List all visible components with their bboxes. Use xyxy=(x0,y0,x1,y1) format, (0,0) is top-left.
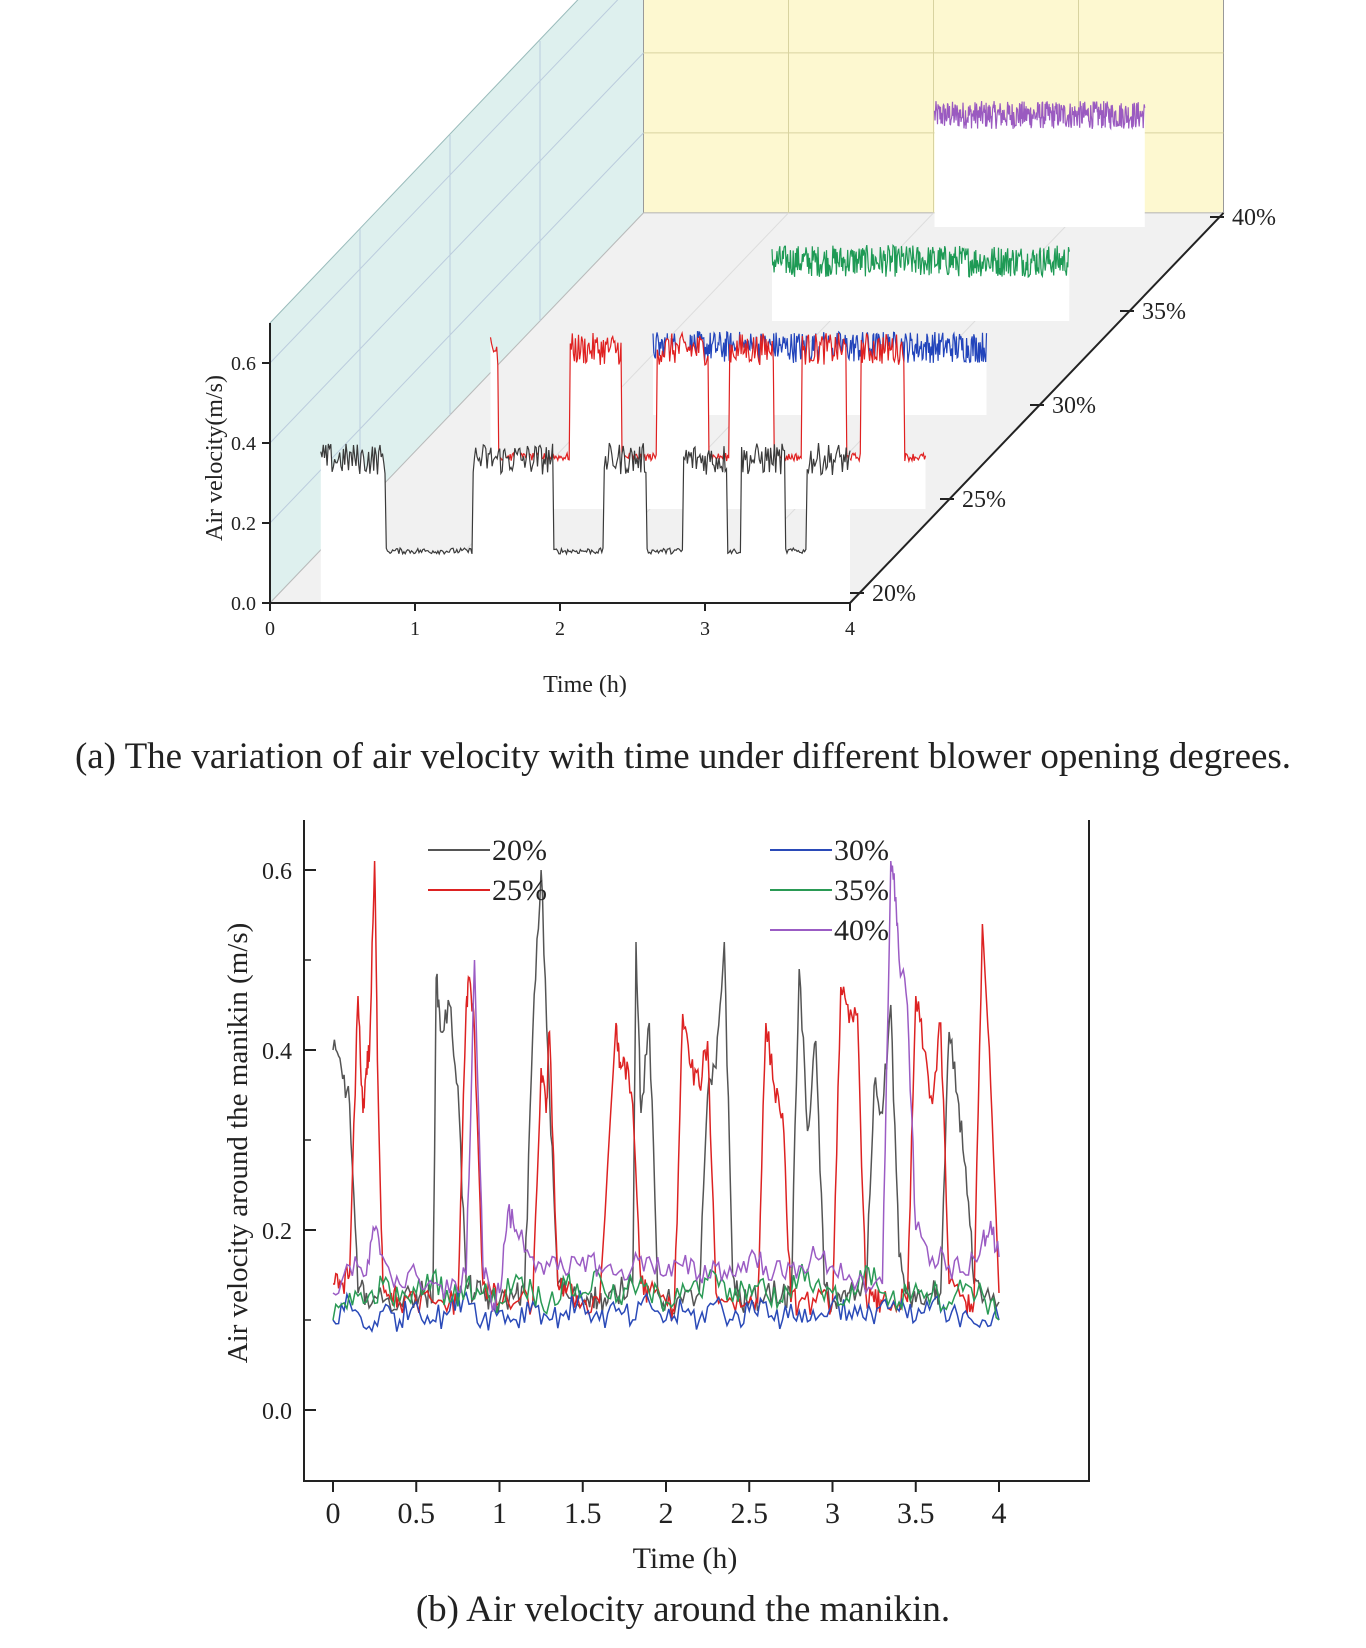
x-tick-label: 0 xyxy=(326,1497,341,1530)
chart-b-legend: 20% 25% 30% 35% 40% xyxy=(428,834,889,947)
side-grid-line xyxy=(269,52,644,444)
x-tick-label: 2 xyxy=(659,1497,674,1530)
y-tick-label: 0.4 xyxy=(231,433,256,455)
x-tick-label: 0.5 xyxy=(398,1497,436,1530)
x-tick-label: 1.5 xyxy=(564,1497,602,1530)
x-tick-label: 2 xyxy=(555,618,565,640)
x-tick-label: 4 xyxy=(992,1497,1007,1530)
chart-a-series xyxy=(320,101,1146,603)
z-tick-label: 20% xyxy=(872,581,916,607)
series-curtain-40% xyxy=(934,101,1145,227)
y-tick-label: 0.4 xyxy=(262,1039,292,1065)
series-line-35% xyxy=(332,1263,1000,1321)
series-line-40% xyxy=(332,860,1000,1312)
series-line-35% xyxy=(771,244,1070,279)
z-tick-label: 25% xyxy=(962,487,1006,513)
chart-b-ylabel: Air velocity around the manikin (m/s) xyxy=(222,923,254,1364)
series-curtain-35% xyxy=(772,245,1070,321)
z-tick-label: 40% xyxy=(1232,205,1276,231)
x-tick-label: 0 xyxy=(265,618,275,640)
z-tick-label: 35% xyxy=(1142,299,1186,325)
y-tick-label: 0.2 xyxy=(231,513,256,535)
x-tick-label: 3 xyxy=(825,1497,840,1530)
x-tick-label: 1 xyxy=(492,1497,507,1530)
chart-b-2d: 0 0.5 1 1.5 2 2.5 3 3.5 4 0.0 0.2 0.4 0.6 20% 25% 30% 3… xyxy=(222,820,1090,1575)
x-tick-label: 4 xyxy=(845,618,855,640)
chart-a-xlabel: Time (h) xyxy=(543,672,627,698)
chart-b-plot-frame xyxy=(303,820,1090,1482)
series-line-25% xyxy=(489,330,927,464)
chart-a-axes: 0 1 2 3 4 0.0 0.2 0.4 0.6 20% 25% 30% 35% 40% xyxy=(231,205,1276,640)
chart-b-xlabel: Time (h) xyxy=(633,1542,738,1575)
series-line-40% xyxy=(933,101,1146,131)
series-line-20% xyxy=(332,869,1000,1315)
y-tick-label: 0.6 xyxy=(262,859,292,885)
legend-label: 25% xyxy=(492,874,547,907)
x-tick-label: 3 xyxy=(700,618,710,640)
legend-label: 40% xyxy=(834,914,889,947)
side-grid-line xyxy=(269,0,619,364)
chart-a-3d: 0 1 2 3 4 0.0 0.2 0.4 0.6 20% 25% 30% 35% 40% Time (h… xyxy=(202,0,1276,698)
chart-a-ylabel: Air velocity(m/s) xyxy=(202,375,228,541)
y-tick-label: 0.6 xyxy=(231,353,256,375)
legend-label: 30% xyxy=(834,834,889,867)
y-tick-label: 0.0 xyxy=(231,593,256,615)
legend-label: 35% xyxy=(834,874,889,907)
caption-b: (b) Air velocity around the manikin. xyxy=(415,1589,951,1630)
x-tick-label: 2.5 xyxy=(731,1497,769,1530)
caption-a: (a) The variation of air velocity with t… xyxy=(74,736,1292,777)
x-tick-label: 1 xyxy=(410,618,420,640)
x-tick-label: 3.5 xyxy=(897,1497,935,1530)
y-tick-label: 0.2 xyxy=(262,1219,292,1245)
legend-label: 20% xyxy=(492,834,547,867)
chart-b-axes: 0 0.5 1 1.5 2 2.5 3 3.5 4 0.0 0.2 0.4 0.6 xyxy=(262,859,1007,1530)
z-axis-line xyxy=(849,212,1225,604)
series-curtain-20% xyxy=(320,443,850,603)
side-grid-line xyxy=(269,132,644,524)
y-tick-label: 0.0 xyxy=(262,1399,292,1425)
series-line-20% xyxy=(320,442,851,556)
chart-b-series xyxy=(332,860,1000,1334)
series-line-30% xyxy=(332,1290,1000,1334)
z-tick-label: 30% xyxy=(1052,393,1096,419)
